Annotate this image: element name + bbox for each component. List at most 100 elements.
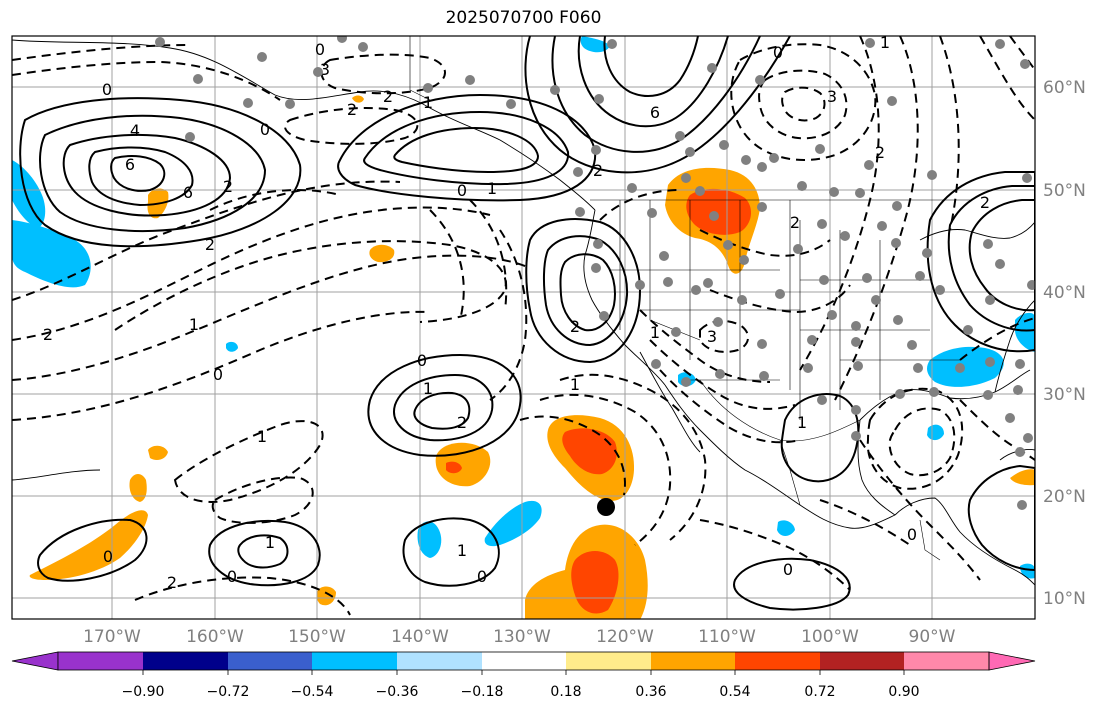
station-dot: [737, 295, 747, 305]
station-dot: [423, 83, 433, 93]
station-dot: [851, 337, 861, 347]
contour-label: 1: [257, 427, 267, 446]
colorbar-ticks: [142, 670, 905, 675]
station-dot: [681, 173, 691, 183]
station-dot: [185, 132, 195, 142]
station-dot: [995, 259, 1005, 269]
station-dot: [817, 219, 827, 229]
station-dot: [985, 357, 995, 367]
station-dot: [703, 278, 713, 288]
station-dot: [995, 39, 1005, 49]
station-dot: [681, 377, 691, 387]
lat-lon-grid: [12, 36, 1035, 619]
lon-label: 100°W: [801, 627, 859, 647]
station-dot: [827, 310, 837, 320]
station-dot: [257, 52, 267, 62]
contour-label: 1: [570, 375, 580, 394]
station-dot: [575, 207, 585, 217]
contour-label: 2: [875, 143, 885, 162]
station-dot: [506, 99, 516, 109]
colorbar-bin: [228, 652, 312, 670]
latitude-labels: 60°N 50°N 40°N 30°N 20°N 10°N: [1043, 78, 1086, 609]
station-dot: [755, 75, 765, 85]
contour-label: 1: [457, 541, 467, 560]
colorbar-bin: [904, 652, 989, 670]
station-dot: [915, 271, 925, 281]
station-dot: [707, 63, 717, 73]
contour-label: 2: [383, 87, 393, 106]
station-dot: [757, 339, 767, 349]
lat-label: 10°N: [1043, 589, 1086, 609]
contour-label: 0: [227, 567, 237, 586]
station-dot: [627, 183, 637, 193]
colorbar-frame: [57, 651, 990, 671]
station-dot: [871, 295, 881, 305]
station-dot: [691, 285, 701, 295]
contour-label: 0: [260, 120, 270, 139]
colorbar-tick-label: −0.90: [122, 684, 165, 700]
station-dot: [675, 131, 685, 141]
station-dot: [243, 98, 253, 108]
station-dot: [591, 263, 601, 273]
colorbar-tick-label: −0.54: [291, 684, 334, 700]
contour-label: 2: [980, 193, 990, 212]
map-title: 2025070700 F060: [445, 8, 602, 28]
station-dot: [892, 201, 902, 211]
station-dot: [607, 39, 617, 49]
center-marker: [597, 498, 615, 516]
colorbar-tick-label: 0.72: [804, 684, 835, 700]
contour-label: 1: [650, 323, 660, 342]
contour-label: 2: [790, 213, 800, 232]
contour-label: 1: [265, 533, 275, 552]
colorbar-bin: [312, 652, 397, 670]
shaded-positive-anomalies: [29, 95, 1035, 619]
contour-label: 1: [423, 379, 433, 398]
station-dot: [935, 285, 945, 295]
station-dot: [985, 295, 995, 305]
station-dot: [663, 277, 673, 287]
station-dot: [647, 208, 657, 218]
colorbar-tick-label: 0.90: [888, 684, 919, 700]
station-dot: [1015, 447, 1025, 457]
colorbar: [11, 651, 1036, 671]
station-dot: [851, 321, 861, 331]
station-dot: [775, 289, 785, 299]
station-dot: [829, 187, 839, 197]
station-dot: [855, 188, 865, 198]
station-dot: [759, 371, 769, 381]
station-dot: [358, 42, 368, 52]
contours-negative: [12, 36, 1035, 616]
contour-label: 0: [907, 525, 917, 544]
contour-label: 0: [783, 560, 793, 579]
station-dot: [819, 275, 829, 285]
station-dot: [797, 181, 807, 191]
station-dot: [594, 94, 604, 104]
station-dot: [723, 240, 733, 250]
station-dot: [891, 238, 901, 248]
lat-label: 20°N: [1043, 487, 1086, 507]
contour-label: 2: [457, 413, 467, 432]
contour-label: 1: [487, 179, 497, 198]
colorbar-bin: [58, 652, 143, 670]
colorbar-bin: [651, 652, 735, 670]
shaded-negative-anomalies: [12, 36, 1035, 579]
station-dot: [877, 221, 887, 231]
station-dot: [193, 74, 203, 84]
lat-label: 40°N: [1043, 283, 1086, 303]
colorbar-bin: [566, 652, 651, 670]
station-dot: [1017, 500, 1027, 510]
contour-labels: 0 4 6 6 2 2 0 0 3 2 2 1 0 1 6 2 0 3 2 1 …: [43, 36, 990, 592]
contour-label: 0: [213, 365, 223, 384]
station-dot: [685, 147, 695, 157]
contour-label: 2: [205, 235, 215, 254]
contour-label: 1: [189, 315, 199, 334]
station-dot: [922, 248, 932, 258]
contour-label: 2: [167, 573, 177, 592]
station-dot: [591, 145, 601, 155]
station-dot: [1022, 173, 1032, 183]
lon-label: 150°W: [288, 627, 346, 647]
station-dot: [1013, 385, 1023, 395]
station-dot: [1023, 433, 1033, 443]
station-dot: [709, 211, 719, 221]
